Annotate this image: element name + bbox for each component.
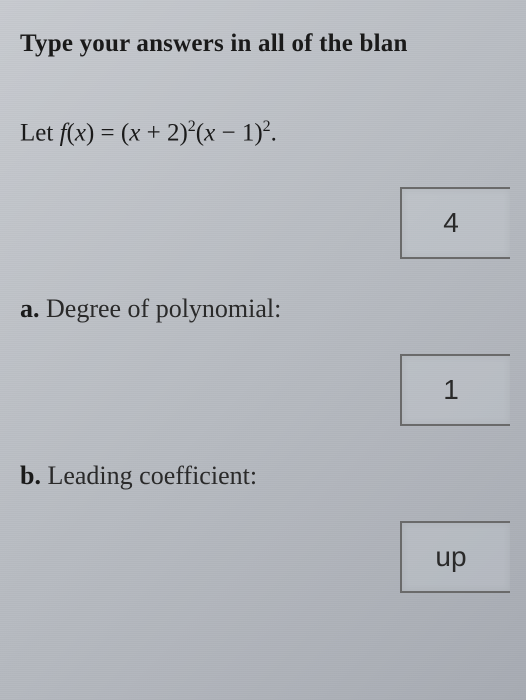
worksheet-content: Type your answers in all of the blan Let… (0, 0, 526, 593)
eq-prefix: Let (20, 119, 60, 146)
question-b-lead: b. (20, 461, 41, 490)
question-a-lead: a. (20, 294, 40, 323)
answer-row-c: up (20, 521, 526, 593)
question-b-label: b. Leading coefficient: (20, 461, 526, 491)
answer-input-b[interactable]: 1 (400, 354, 510, 426)
equation-text: Let f(x) = (x + 2)2(x − 1)2. (20, 118, 526, 147)
eq-suffix: . (271, 119, 277, 146)
question-a-text: Degree of polynomial: (46, 294, 281, 323)
eq-body2: + 2) (140, 119, 187, 146)
eq-body3: ( (196, 119, 204, 146)
instruction-text: Type your answers in all of the blan (20, 30, 526, 58)
eq-var-1: x (75, 119, 86, 146)
eq-exp1: 2 (188, 118, 196, 135)
eq-var-3: x (204, 119, 215, 146)
eq-body4: − 1) (215, 119, 262, 146)
answer-row-a: 4 (20, 187, 526, 259)
eq-body1: ( (121, 119, 129, 146)
answer-input-a[interactable]: 4 (400, 187, 510, 259)
question-b-text: Leading coefficient: (47, 461, 257, 490)
eq-var-2: x (129, 119, 140, 146)
question-a-label: a. Degree of polynomial: (20, 294, 526, 324)
answer-row-b: 1 (20, 354, 526, 426)
answer-input-c[interactable]: up (400, 521, 510, 593)
eq-fn: f (60, 119, 67, 146)
eq-exp2: 2 (263, 118, 271, 135)
